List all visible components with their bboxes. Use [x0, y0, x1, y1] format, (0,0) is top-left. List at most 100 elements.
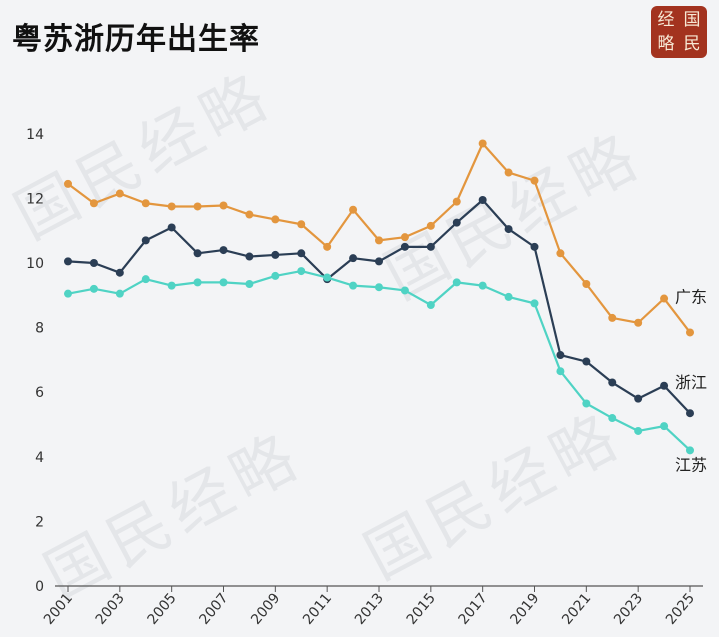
y-tick-label: 14 [26, 127, 44, 143]
data-point [556, 249, 565, 258]
data-point [141, 275, 150, 284]
data-point [686, 328, 694, 337]
data-point [375, 236, 383, 245]
data-point [115, 189, 124, 198]
logo-char: 经 [657, 10, 675, 30]
data-point [582, 357, 591, 366]
data-point [686, 446, 694, 455]
y-tick-label: 6 [35, 385, 44, 401]
data-point [686, 409, 694, 418]
data-point [400, 242, 409, 251]
data-point [219, 201, 228, 210]
logo-char: 略 [657, 34, 675, 54]
series-label: 浙江 [675, 373, 707, 392]
data-point [89, 259, 98, 267]
x-tick-label: 2007 [196, 590, 231, 628]
data-point [530, 176, 539, 185]
data-point [478, 139, 487, 148]
data-point [608, 313, 617, 322]
x-tick-label: 2005 [145, 590, 180, 628]
data-point [245, 252, 254, 261]
x-tick-label: 2017 [456, 590, 491, 628]
series-label: 广东 [675, 287, 707, 306]
data-point [193, 249, 202, 258]
data-point [141, 236, 150, 245]
data-point [89, 199, 98, 208]
data-point [219, 246, 228, 255]
data-point [64, 179, 72, 188]
data-point [478, 281, 487, 290]
data-point [452, 218, 461, 227]
data-point [115, 268, 124, 277]
data-point [608, 378, 617, 387]
watermark: 国民经略 [3, 57, 285, 253]
data-point [660, 294, 669, 303]
data-point [608, 414, 617, 423]
data-point [349, 254, 358, 263]
data-point [452, 197, 461, 206]
data-point [375, 283, 383, 292]
data-point [64, 257, 72, 266]
y-tick-label: 2 [35, 514, 44, 530]
data-point [530, 242, 539, 251]
watermark: 国民经略 [353, 397, 635, 593]
data-point [141, 199, 150, 208]
data-point [452, 278, 461, 287]
brand-logo: 经 国 略 民 [651, 6, 707, 58]
data-point [556, 367, 565, 376]
x-tick-label: 2021 [559, 590, 594, 628]
data-point [375, 257, 383, 266]
y-tick-label: 4 [35, 450, 44, 466]
data-point [193, 202, 202, 211]
data-point [504, 225, 513, 234]
data-point [297, 267, 306, 276]
data-point [323, 273, 332, 282]
data-point [64, 289, 72, 298]
data-point [297, 249, 306, 258]
data-point [193, 278, 202, 287]
data-point [219, 278, 228, 287]
watermark: 国民经略 [373, 117, 655, 313]
x-tick-label: 2009 [248, 590, 283, 628]
data-point [400, 286, 409, 295]
y-tick-label: 12 [26, 191, 44, 207]
x-tick-label: 2019 [507, 590, 542, 628]
data-point [89, 284, 98, 293]
data-point [271, 250, 280, 259]
data-point [504, 292, 513, 301]
x-tick-label: 2023 [611, 590, 646, 628]
data-point [349, 205, 358, 214]
data-point [426, 242, 435, 251]
logo-char: 国 [683, 10, 701, 30]
y-tick-label: 8 [35, 321, 44, 337]
data-point [660, 381, 669, 390]
series-line [67, 198, 691, 414]
data-point [271, 215, 280, 224]
data-point [582, 399, 591, 408]
data-point [323, 242, 332, 251]
series-label: 江苏 [675, 455, 707, 474]
data-point [478, 196, 487, 205]
data-point [504, 168, 513, 177]
data-point [426, 221, 435, 230]
data-point [245, 210, 254, 219]
y-tick-label: 10 [26, 256, 44, 272]
data-point [634, 394, 643, 403]
x-tick-label: 2015 [404, 590, 439, 628]
data-point [634, 426, 643, 435]
chart-title: 粤苏浙历年出生率 [12, 22, 260, 57]
data-point [167, 281, 176, 290]
data-point [167, 223, 176, 232]
data-point [349, 281, 358, 290]
data-point [556, 351, 565, 360]
x-tick-label: 2011 [300, 590, 335, 628]
data-point [245, 279, 254, 288]
x-tick-label: 2025 [663, 590, 698, 628]
data-point [530, 299, 539, 308]
x-tick-label: 2013 [352, 590, 387, 628]
y-tick-label: 0 [35, 579, 44, 595]
data-point [271, 271, 280, 280]
data-point [400, 233, 409, 242]
